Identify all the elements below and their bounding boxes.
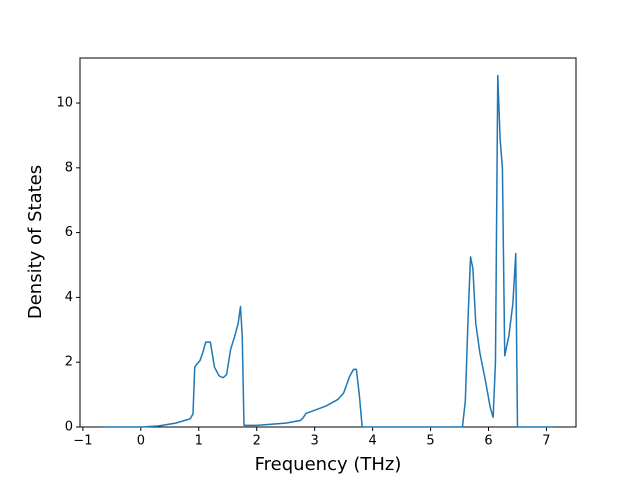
x-tick-label: 3 — [311, 434, 319, 449]
x-tick-label: −1 — [73, 434, 92, 449]
x-tick-label: 4 — [368, 434, 376, 449]
plot-frame — [79, 57, 577, 428]
x-tick-label: 6 — [484, 434, 492, 449]
x-axis-label: Frequency (THz) — [255, 454, 402, 475]
y-tick-label: 0 — [65, 420, 73, 435]
y-tick-label: 8 — [65, 160, 73, 175]
x-tick-label: 7 — [542, 434, 550, 449]
y-tick-label: 2 — [65, 355, 73, 370]
x-tick-label: 2 — [253, 434, 261, 449]
y-tick-label: 10 — [56, 96, 73, 111]
y-axis-label: Density of States — [25, 165, 46, 319]
y-tick-label: 6 — [65, 225, 73, 240]
y-tick-label: 4 — [65, 290, 73, 305]
x-tick-label: 1 — [195, 434, 203, 449]
x-tick-label: 0 — [137, 434, 145, 449]
x-tick-label: 5 — [426, 434, 434, 449]
data-line — [102, 74, 554, 428]
